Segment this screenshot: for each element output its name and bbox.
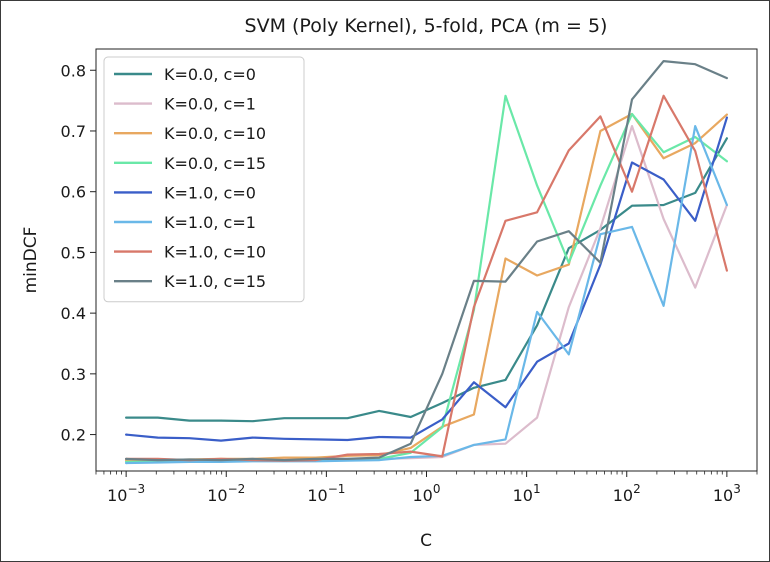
legend-label: K=0.0, c=10	[164, 124, 266, 143]
y-tick-label: 0.2	[61, 426, 86, 445]
x-tick-exponent: 3	[733, 482, 741, 496]
series-layer	[124, 59, 729, 465]
x-tick-label: 10−2	[207, 482, 245, 505]
legend-label: K=1.0, c=0	[164, 183, 256, 202]
y-tick-label: 0.3	[61, 365, 86, 384]
legend-label: K=1.0, c=15	[164, 272, 266, 291]
x-tick-base: 10	[207, 486, 227, 505]
x-axis: 10−3 10−2 10−1 100 101 102 103	[95, 471, 758, 505]
legend-label: K=0.0, c=1	[164, 95, 256, 114]
legend-label: K=0.0, c=0	[164, 65, 256, 84]
x-tick-label: 100	[413, 482, 441, 505]
x-tick-exponent: 1	[533, 482, 541, 496]
x-tick-label: 101	[513, 482, 541, 505]
y-tick-label: 0.6	[61, 183, 86, 202]
y-tick-label: 0.8	[61, 61, 86, 80]
x-tick-exponent: 2	[633, 482, 641, 496]
x-tick-base: 10	[413, 486, 433, 505]
y-axis: 0.2 0.3 0.4 0.5 0.6 0.7 0.8	[61, 61, 96, 445]
x-tick-label: 10−1	[307, 482, 345, 505]
legend-label: K=0.0, c=15	[164, 154, 266, 173]
y-tick-label: 0.4	[61, 304, 86, 323]
x-tick-label: 102	[613, 482, 641, 505]
x-tick-label: 103	[713, 482, 741, 505]
x-tick-base: 10	[107, 486, 127, 505]
x-tick-base: 10	[513, 486, 533, 505]
x-tick-base: 10	[613, 486, 633, 505]
x-tick-label: 10−3	[107, 482, 145, 505]
x-tick-exponent: −2	[228, 482, 246, 496]
y-axis-label: minDCF	[21, 227, 41, 294]
x-tick-base: 10	[713, 486, 733, 505]
legend-label: K=1.0, c=1	[164, 213, 256, 232]
x-tick-exponent: −3	[127, 482, 145, 496]
chart-title: SVM (Poly Kernel), 5-fold, PCA (m = 5)	[245, 15, 608, 37]
y-tick-label: 0.5	[61, 243, 86, 262]
x-tick-exponent: 0	[433, 482, 441, 496]
legend: K=0.0, c=0 K=0.0, c=1 K=0.0, c=10 K=0.0, c=…	[103, 56, 305, 303]
series-line-6	[124, 124, 729, 465]
legend-label: K=1.0, c=10	[164, 243, 266, 262]
y-tick-label: 0.7	[61, 122, 86, 141]
legend-box	[103, 56, 305, 303]
x-axis-label: C	[420, 531, 432, 551]
x-tick-exponent: −1	[328, 482, 346, 496]
x-tick-base: 10	[307, 486, 327, 505]
series-line-8	[124, 59, 729, 462]
